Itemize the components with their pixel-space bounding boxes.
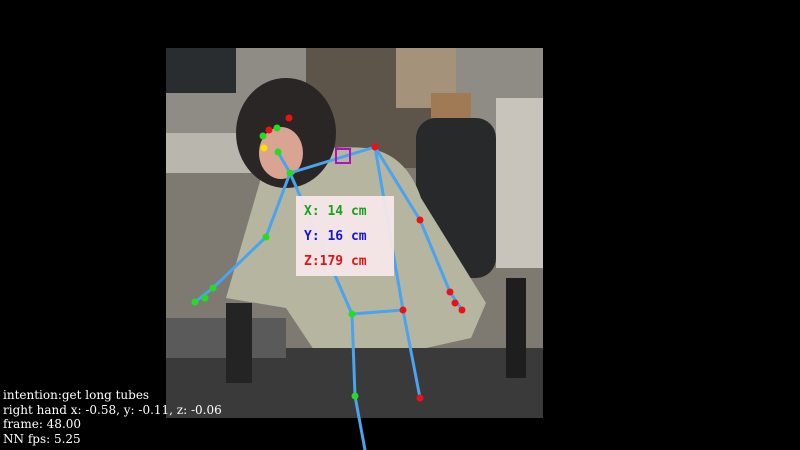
camera-frame <box>166 48 543 418</box>
limb-lthigh <box>350 312 357 398</box>
anchor-square-icon <box>335 148 351 164</box>
coordinate-x: X: 14 cm <box>304 204 367 219</box>
limb-rforearm <box>418 218 452 294</box>
keypoint-right <box>399 306 407 314</box>
right-hand-text: right hand x: -0.58, y: -0.11, z: -0.06 <box>3 402 222 417</box>
keypoint-left <box>201 294 209 302</box>
frame-text: frame: 48.00 <box>3 417 82 431</box>
limb-rshoulder-relbow <box>373 145 422 222</box>
keypoint-left <box>209 284 217 292</box>
keypoint-left <box>274 148 282 156</box>
limb-hips <box>350 308 405 316</box>
keypoint-left <box>351 392 359 400</box>
keypoint-left <box>259 132 267 140</box>
limb-lforearm <box>211 235 268 290</box>
keypoint-left <box>286 169 294 177</box>
limb-neck-lelbow-upper <box>264 171 292 239</box>
keypoint-right <box>285 114 293 122</box>
keypoint-right <box>451 299 459 307</box>
scene-image <box>166 48 543 418</box>
keypoint-right <box>265 126 273 134</box>
keypoint-left <box>191 298 199 306</box>
coordinate-z: Z:179 cm <box>304 254 367 269</box>
keypoint-right <box>371 143 379 151</box>
limb-head-neck <box>276 150 292 175</box>
keypoint-left <box>273 124 281 132</box>
intention-text: intention:get long tubes <box>3 388 150 402</box>
limb-neck-rshoulder <box>288 145 377 175</box>
status-panel: intention:get long tubes right hand x: -… <box>3 388 222 446</box>
keypoint-right <box>446 288 454 296</box>
keypoint-right <box>416 216 424 224</box>
coordinate-y: Y: 16 cm <box>304 229 367 244</box>
keypoint-left <box>348 310 356 318</box>
keypoint-face <box>260 144 268 152</box>
keypoint-right <box>458 306 466 314</box>
fps-text: NN fps: 5.25 <box>3 431 81 446</box>
keypoint-right <box>416 394 424 402</box>
limb-lshin <box>353 394 367 450</box>
keypoint-left <box>262 233 270 241</box>
coordinate-readout: X: 14 cm Y: 16 cm Z:179 cm <box>296 196 394 276</box>
limb-rthigh <box>401 308 422 400</box>
